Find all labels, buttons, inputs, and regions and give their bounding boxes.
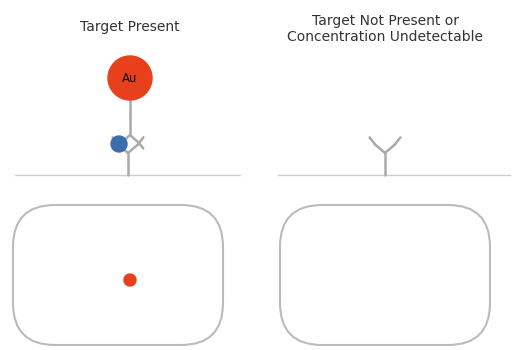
Text: Target Not Present or
Concentration Undetectable: Target Not Present or Concentration Unde… [287,14,483,44]
Circle shape [111,136,127,152]
Circle shape [108,56,152,100]
Text: Target Present: Target Present [80,20,180,34]
FancyBboxPatch shape [280,205,490,345]
Text: Au: Au [122,72,138,85]
Circle shape [124,274,136,286]
FancyBboxPatch shape [13,205,223,345]
